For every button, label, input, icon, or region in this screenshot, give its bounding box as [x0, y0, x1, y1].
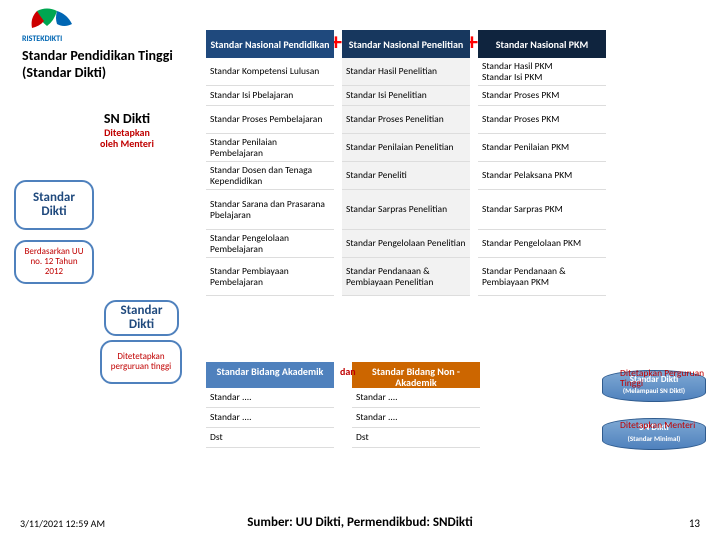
table-cell: Standar Isi Penelitian	[342, 86, 470, 106]
table-cell: Standar Hasil Penelitian	[342, 58, 470, 86]
table-cell: Standar Pengelolaan Pembelajaran	[206, 230, 334, 258]
sec2-header: Standar Bidang Non -Akademik	[352, 362, 480, 388]
logo: RISTEKDIKTI	[22, 6, 102, 44]
column-penelitian: Standar Nasional PenelitianStandar Hasil…	[342, 30, 470, 296]
sn-sub-2: oleh Menteri	[100, 138, 154, 149]
page-title: Standar Pendidikan Tinggi (Standar Dikti…	[22, 48, 173, 82]
column-non-akademik: Standar Bidang Non -AkademikStandar ....…	[352, 362, 480, 448]
sec2-cell: Dst	[206, 428, 334, 448]
dan-label: dan	[340, 365, 356, 378]
sec2-cell: Standar ....	[206, 388, 334, 408]
table-cell: Standar Isi Pbelajaran	[206, 86, 334, 106]
table-cell: Standar Penilaian PKM	[478, 134, 606, 162]
table-cell: Standar Penilaian Pembelajaran	[206, 134, 334, 162]
bub-b-sub: Ditetetapkan perguruan tinggi	[108, 352, 174, 372]
table-cell: Standar Pengelolaan Penelitian	[342, 230, 470, 258]
table-cell: Standar Pembiayaan Pembelajaran	[206, 258, 334, 296]
col-header: Standar Nasional PKM	[478, 30, 606, 58]
sec2-header: Standar Bidang Akademik	[206, 362, 334, 388]
table-cell: Standar Pendanaan & Pembiayaan PKM	[478, 258, 606, 296]
note-menteri: Ditetapkan Menteri	[620, 420, 714, 430]
bub-b2: Dikti	[112, 318, 171, 332]
table-cell: Standar Sarana dan Prasarana Pbelajaran	[206, 190, 334, 230]
table-cell: Standar Pelaksana PKM	[478, 162, 606, 190]
table-cell: Standar Sarpras Penelitian	[342, 190, 470, 230]
sec2-cell: Standar ....	[352, 408, 480, 428]
bub-a1: Standar	[22, 191, 86, 205]
bubble-standar-dikti-1: Standar Dikti	[14, 180, 94, 230]
bub-a2: Dikti	[22, 205, 86, 219]
sn-dikti-group: SN Dikti Ditetapkan oleh Menteri	[100, 110, 154, 149]
table-cell: Standar Hasil PKM Standar Isi PKM	[478, 58, 606, 86]
col-header: Standar Nasional Penelitian	[342, 30, 470, 58]
bub-b1: Standar	[112, 304, 171, 318]
table-cell: Standar Pengelolaan PKM	[478, 230, 606, 258]
bubble-pt-note: Ditetetapkan perguruan tinggi	[100, 340, 182, 384]
sec2-cell: Dst	[352, 428, 480, 448]
sn-dikti-title: SN Dikti	[100, 110, 154, 127]
col-header: Standar Nasional Pendidikan	[206, 30, 334, 58]
svg-text:RISTEKDIKTI: RISTEKDIKTI	[22, 34, 62, 44]
table-cell: Standar Sarpras PKM	[478, 190, 606, 230]
column-pkm: Standar Nasional PKMStandar Hasil PKM St…	[478, 30, 606, 296]
table-cell: Standar Kompetensi Lulusan	[206, 58, 334, 86]
page-number: 13	[689, 517, 700, 530]
table-cell: Standar Proses Pembelajaran	[206, 106, 334, 134]
table-cell: Standar Dosen dan Tenaga Kependidikan	[206, 162, 334, 190]
table-cell: Standar Pendanaan & Pembiayaan Penelitia…	[342, 258, 470, 296]
bub-a-sub: Berdasarkan UU no. 12 Tahun 2012	[22, 247, 86, 277]
bubble-standar-dikti-2: Standar Dikti	[104, 300, 179, 336]
table-cell: Standar Penilaian Penelitian	[342, 134, 470, 162]
bubble-uu-note: Berdasarkan UU no. 12 Tahun 2012	[14, 240, 94, 284]
table-cell: Standar Proses PKM	[478, 106, 606, 134]
title-line-1: Standar Pendidikan Tinggi	[22, 48, 173, 65]
note-pt: Ditetapkan Perguruan Tinggi	[620, 368, 714, 389]
title-line-2: (Standar Dikti)	[22, 65, 173, 82]
table-cell: Standar Peneliti	[342, 162, 470, 190]
table-cell: Standar Proses Penelitian	[342, 106, 470, 134]
table-cell: Standar Proses PKM	[478, 86, 606, 106]
sec2-cell: Standar ....	[206, 408, 334, 428]
source-caption: Sumber: UU Dikti, Permendikbud: SNDikti	[0, 515, 720, 530]
column-akademik: Standar Bidang AkademikStandar ....Stand…	[206, 362, 334, 448]
column-pendidikan: Standar Nasional PendidikanStandar Kompe…	[206, 30, 334, 296]
sec2-cell: Standar ....	[352, 388, 480, 408]
